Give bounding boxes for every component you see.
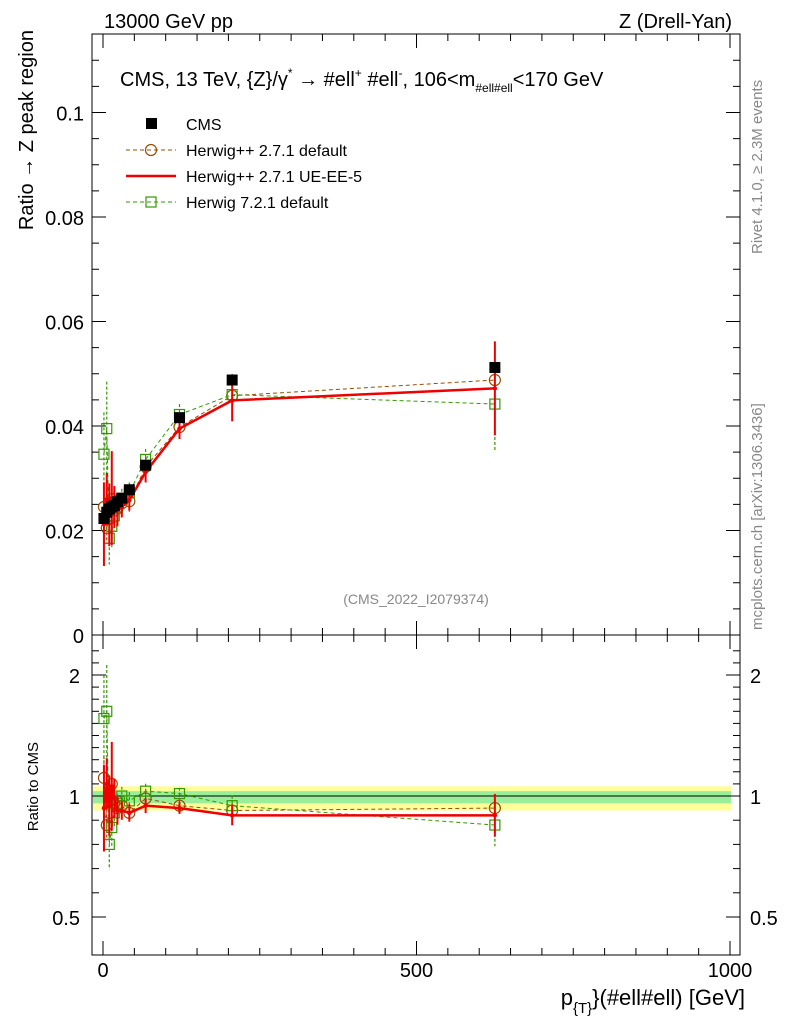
legend-marker-herwig-default [144, 143, 158, 157]
data-point-herwig-ueee5 [143, 469, 148, 475]
y-tick-label: 0.04 [45, 417, 84, 439]
y-tick-label: 0.02 [45, 522, 84, 544]
x-tick-label: 0 [97, 960, 108, 982]
ratio-y-tick-label-right: 1 [750, 787, 761, 809]
legend-marker-herwig7 [145, 196, 157, 208]
data-point-herwig-ueee5 [492, 813, 498, 818]
mcplots-label: mcplots.cern.ch [arXiv:1306.3436] [749, 403, 766, 630]
rivet-label: Rivet 4.1.0, ≥ 2.3M events [749, 80, 766, 254]
main-series-layer [97, 341, 501, 567]
data-point-cms [116, 492, 128, 504]
y-tick-label: 0.08 [45, 208, 84, 230]
data-point-herwig-ueee5 [101, 805, 107, 811]
data-point-herwig-ueee5 [119, 808, 125, 813]
y-axis-label: Ratio → Z peak region [16, 30, 38, 230]
ratio-uncertainty-bands [92, 786, 740, 811]
data-point-herwig7 [98, 712, 110, 725]
ratio-y-tick-label: 0.5 [52, 908, 80, 930]
x-axis-label: p{T}}(#ell#ell) [GeV] [561, 985, 745, 1017]
ratio-band-inner [93, 791, 731, 804]
data-point-cms [489, 361, 501, 373]
data-point-herwig-ueee5 [177, 426, 182, 431]
data-point-herwig-ueee5 [229, 813, 235, 818]
data-point-herwig7 [101, 423, 113, 435]
y-tick-label: 0.1 [56, 104, 84, 126]
data-point-herwig-ueee5 [177, 805, 182, 811]
data-point-cms [98, 512, 110, 524]
legend: CMS Herwig++ 2.7.1 default Herwig++ 2.7.… [126, 117, 362, 212]
legend-entry-herwig7: Herwig 7.2.1 default [126, 195, 329, 212]
data-point-herwig-ueee5 [115, 808, 120, 813]
y-tick-label: 0.06 [45, 313, 84, 335]
ratio-y-tick-label: 1 [69, 787, 80, 809]
x-tick-label: 1000 [708, 960, 753, 982]
analysis-tag: (CMS_2022_I2079374) [343, 591, 489, 607]
ratio-y-tick-label-right: 0.5 [750, 908, 778, 930]
header-left: 13000 GeV pp [104, 11, 233, 33]
data-point-herwig-ueee5 [492, 386, 498, 391]
legend-label-herwig-ueee5: Herwig++ 2.7.1 UE-EE-5 [186, 169, 362, 186]
legend-label-cms: CMS [186, 117, 222, 134]
data-point-herwig-ueee5 [143, 803, 148, 808]
data-point-herwig-ueee5 [104, 496, 109, 502]
data-point-cms [226, 374, 238, 386]
axes-ticks: 0 0.02 0.04 0.06 0.08 0.1 0 500 1000 0.5 0.5 1 1 2 2 [45, 34, 778, 982]
series-line-herwig7 [103, 711, 495, 845]
y-tick-label: 0 [73, 626, 84, 648]
data-point-herwig-ueee5 [229, 398, 235, 403]
data-point-herwig-ueee5 [109, 784, 114, 789]
data-point-herwig-ueee5 [127, 810, 132, 816]
legend-marker-cms [146, 118, 157, 129]
ratio-y-axis-label: Ratio to CMS [25, 742, 42, 831]
legend-label-herwig7: Herwig 7.2.1 default [186, 195, 329, 212]
data-point-herwig-ueee5 [112, 796, 117, 801]
data-point-cms [173, 412, 185, 424]
legend-entry-herwig-ueee5: Herwig++ 2.7.1 UE-EE-5 [126, 169, 362, 186]
data-point-herwig-ueee5 [107, 803, 112, 808]
plot-title: CMS, 13 TeV, {Z}/γ* → #ell+ #ell-, 106<m… [120, 66, 604, 95]
legend-label-herwig-default: Herwig++ 2.7.1 default [186, 143, 348, 160]
data-point-cms [123, 484, 135, 496]
data-point-herwig-ueee5 [104, 781, 109, 787]
ratio-series-layer [97, 664, 501, 870]
data-point-herwig7 [140, 785, 152, 797]
ratio-y-tick-label: 2 [69, 666, 80, 688]
legend-entry-cms: CMS [146, 117, 222, 134]
x-tick-label: 500 [400, 960, 433, 982]
data-point-herwig7 [98, 448, 110, 460]
data-point-herwig7 [173, 787, 186, 800]
ratio-y-tick-label-right: 2 [750, 666, 761, 688]
data-point-herwig-ueee5 [127, 497, 132, 503]
series-line-herwig-ueee5 [102, 387, 495, 525]
series-line-herwig7 [103, 394, 495, 539]
data-point-cms [140, 459, 152, 471]
header-right: Z (Drell-Yan) [619, 11, 732, 33]
legend-entry-herwig-default: Herwig++ 2.7.1 default [126, 143, 348, 160]
data-point-herwig7 [101, 705, 113, 717]
